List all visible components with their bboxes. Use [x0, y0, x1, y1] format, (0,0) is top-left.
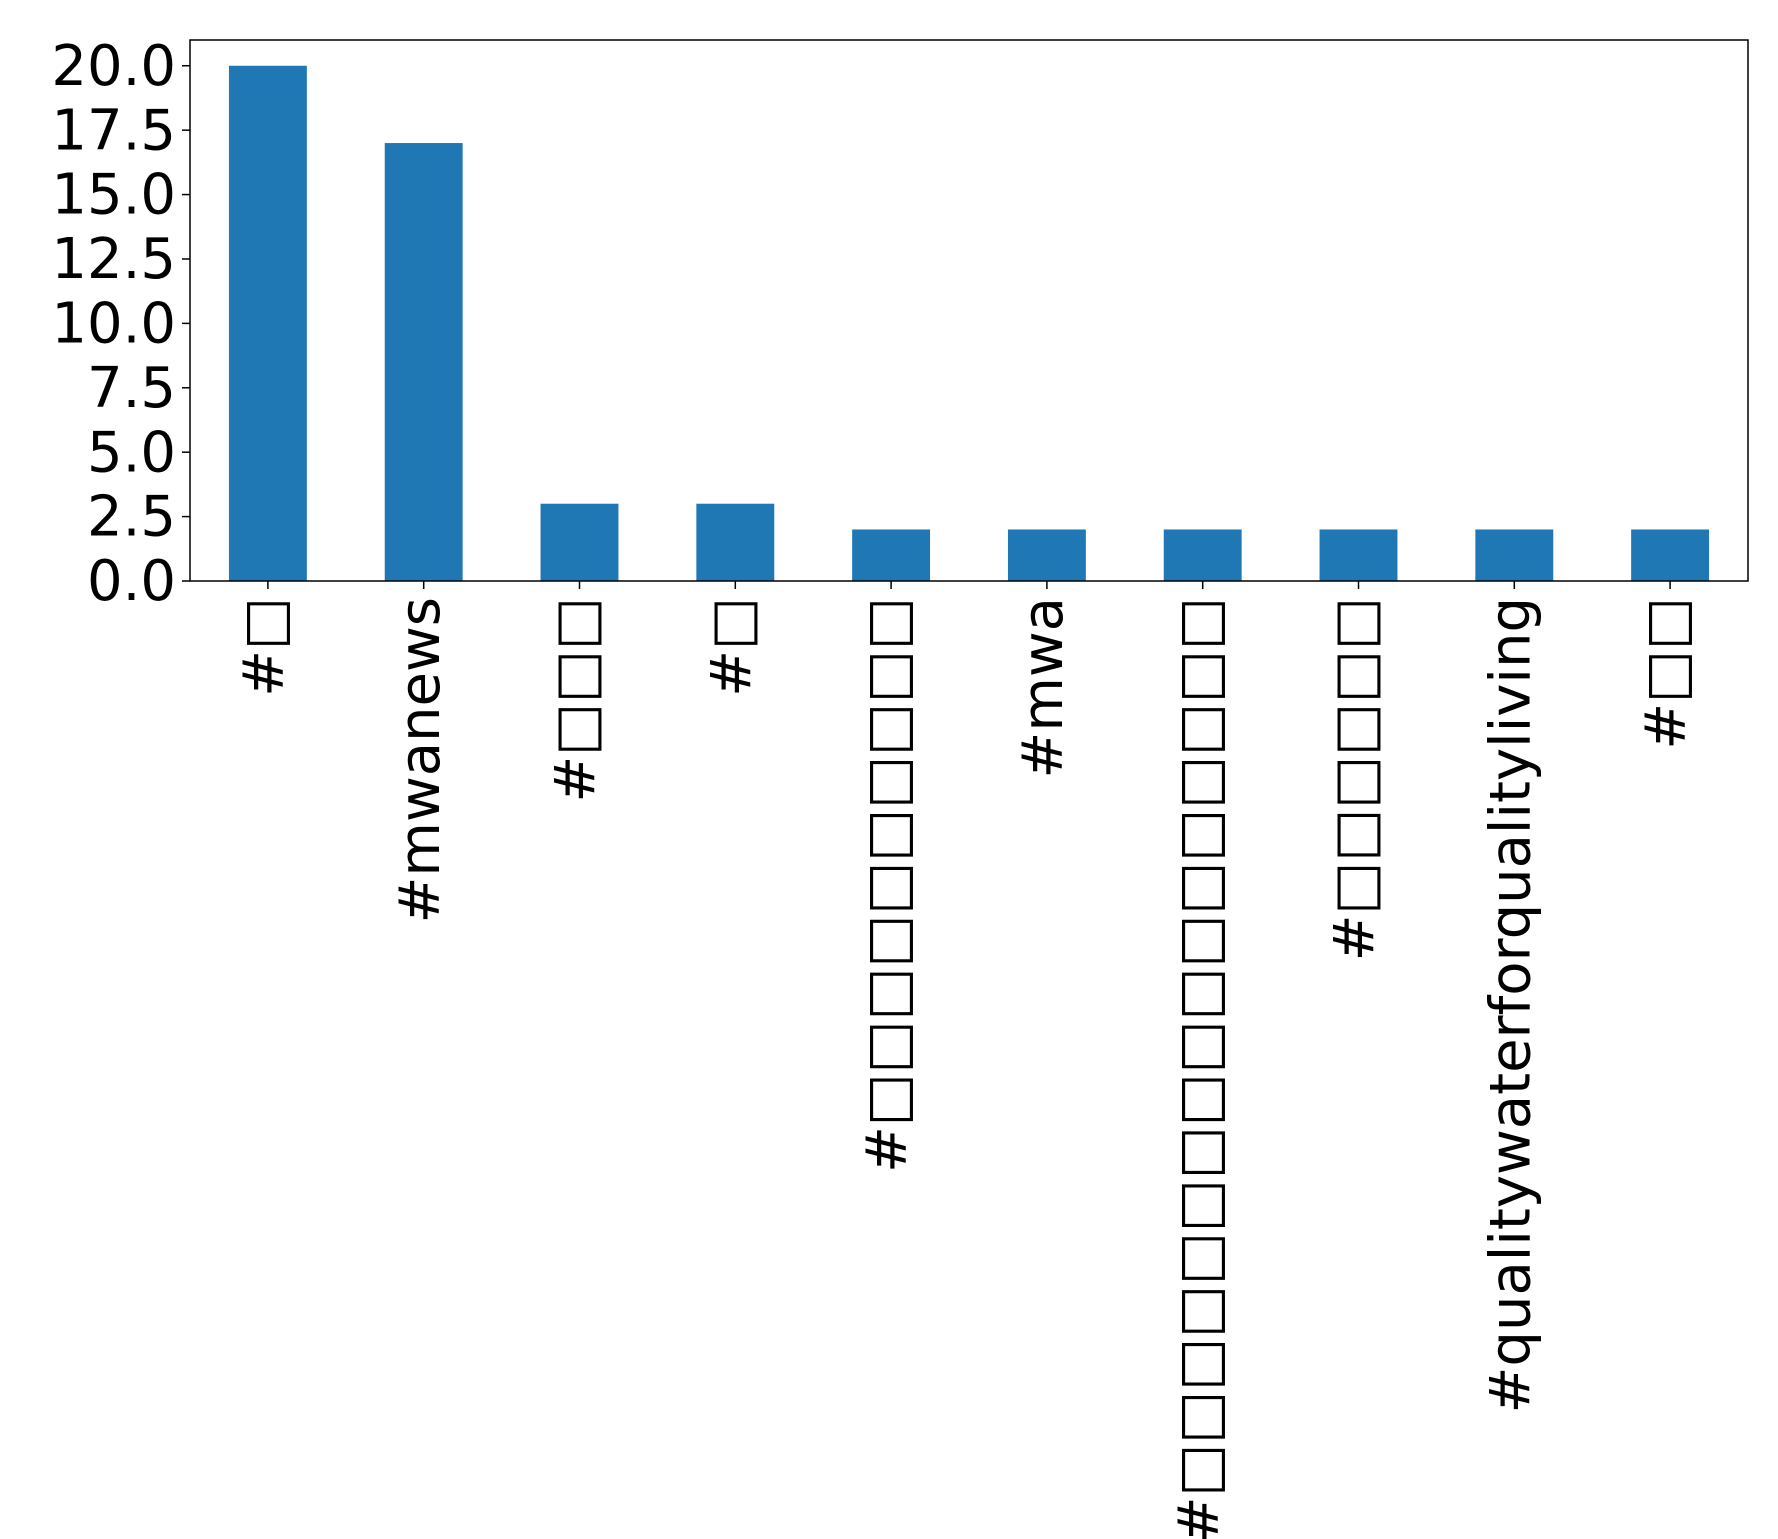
bar — [540, 503, 619, 581]
bar — [1163, 529, 1242, 581]
bar — [1007, 529, 1086, 581]
plot-frame — [189, 39, 1749, 582]
bar — [384, 143, 463, 582]
x-tick-label: #mwa — [1011, 597, 1076, 779]
x-tick-label: #□□□□□□□□□□ — [855, 597, 920, 1173]
bar — [228, 65, 307, 581]
x-tick-label: #□□ — [1634, 597, 1699, 750]
x-tick-label: #□□□ — [544, 597, 609, 803]
y-tick-label: 10.0 — [51, 292, 176, 357]
bar — [696, 503, 775, 581]
y-tick-label: 7.5 — [87, 356, 176, 421]
bar — [852, 529, 931, 581]
y-tick-label: 0.0 — [87, 549, 176, 614]
bar — [1319, 529, 1398, 581]
y-tick-label: 5.0 — [87, 420, 176, 485]
x-tick-label: #mwanews — [388, 597, 453, 924]
y-tick-label: 2.5 — [87, 485, 176, 550]
x-tick-label: #qualitywaterforqualityliving — [1478, 597, 1543, 1413]
x-tick-label: #□ — [232, 597, 297, 697]
y-tick-label: 20.0 — [51, 34, 176, 99]
bar — [1631, 529, 1710, 581]
y-tick-label: 12.5 — [51, 227, 176, 292]
y-tick-label: 15.0 — [51, 163, 176, 228]
x-tick-label: #□□□□□□ — [1323, 597, 1388, 961]
x-tick-label: #□ — [699, 597, 764, 697]
x-tick-label: #□□□□□□□□□□□□□□□□□ — [1167, 597, 1232, 1539]
bar — [1475, 529, 1554, 581]
y-tick-label: 17.5 — [51, 98, 176, 163]
